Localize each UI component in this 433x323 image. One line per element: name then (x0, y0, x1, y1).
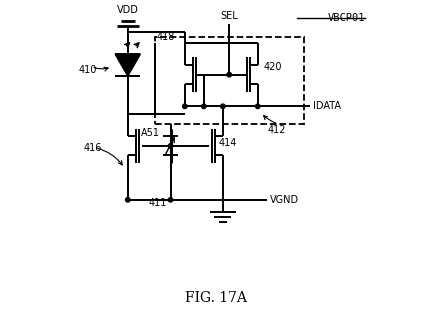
Text: 420: 420 (264, 62, 283, 72)
Polygon shape (115, 54, 140, 76)
Text: IDATA: IDATA (313, 101, 341, 111)
Text: VGND: VGND (270, 195, 300, 205)
Circle shape (202, 104, 206, 109)
Text: 410: 410 (79, 65, 97, 75)
Text: A51: A51 (140, 128, 159, 138)
Circle shape (221, 104, 225, 109)
Circle shape (168, 198, 173, 202)
Text: 418: 418 (156, 32, 174, 42)
Circle shape (255, 104, 260, 109)
Text: 412: 412 (267, 125, 286, 135)
Text: 416: 416 (84, 142, 102, 152)
Text: VDD: VDD (117, 5, 139, 16)
Text: 411: 411 (149, 198, 167, 208)
Circle shape (183, 104, 187, 109)
Circle shape (126, 198, 130, 202)
Text: FIG. 17A: FIG. 17A (185, 291, 248, 305)
Bar (155, 36, 304, 124)
Circle shape (168, 144, 173, 148)
Text: VBCP01: VBCP01 (328, 13, 365, 23)
Text: SEL: SEL (220, 11, 238, 21)
Circle shape (227, 72, 231, 77)
Text: 414: 414 (218, 138, 236, 148)
